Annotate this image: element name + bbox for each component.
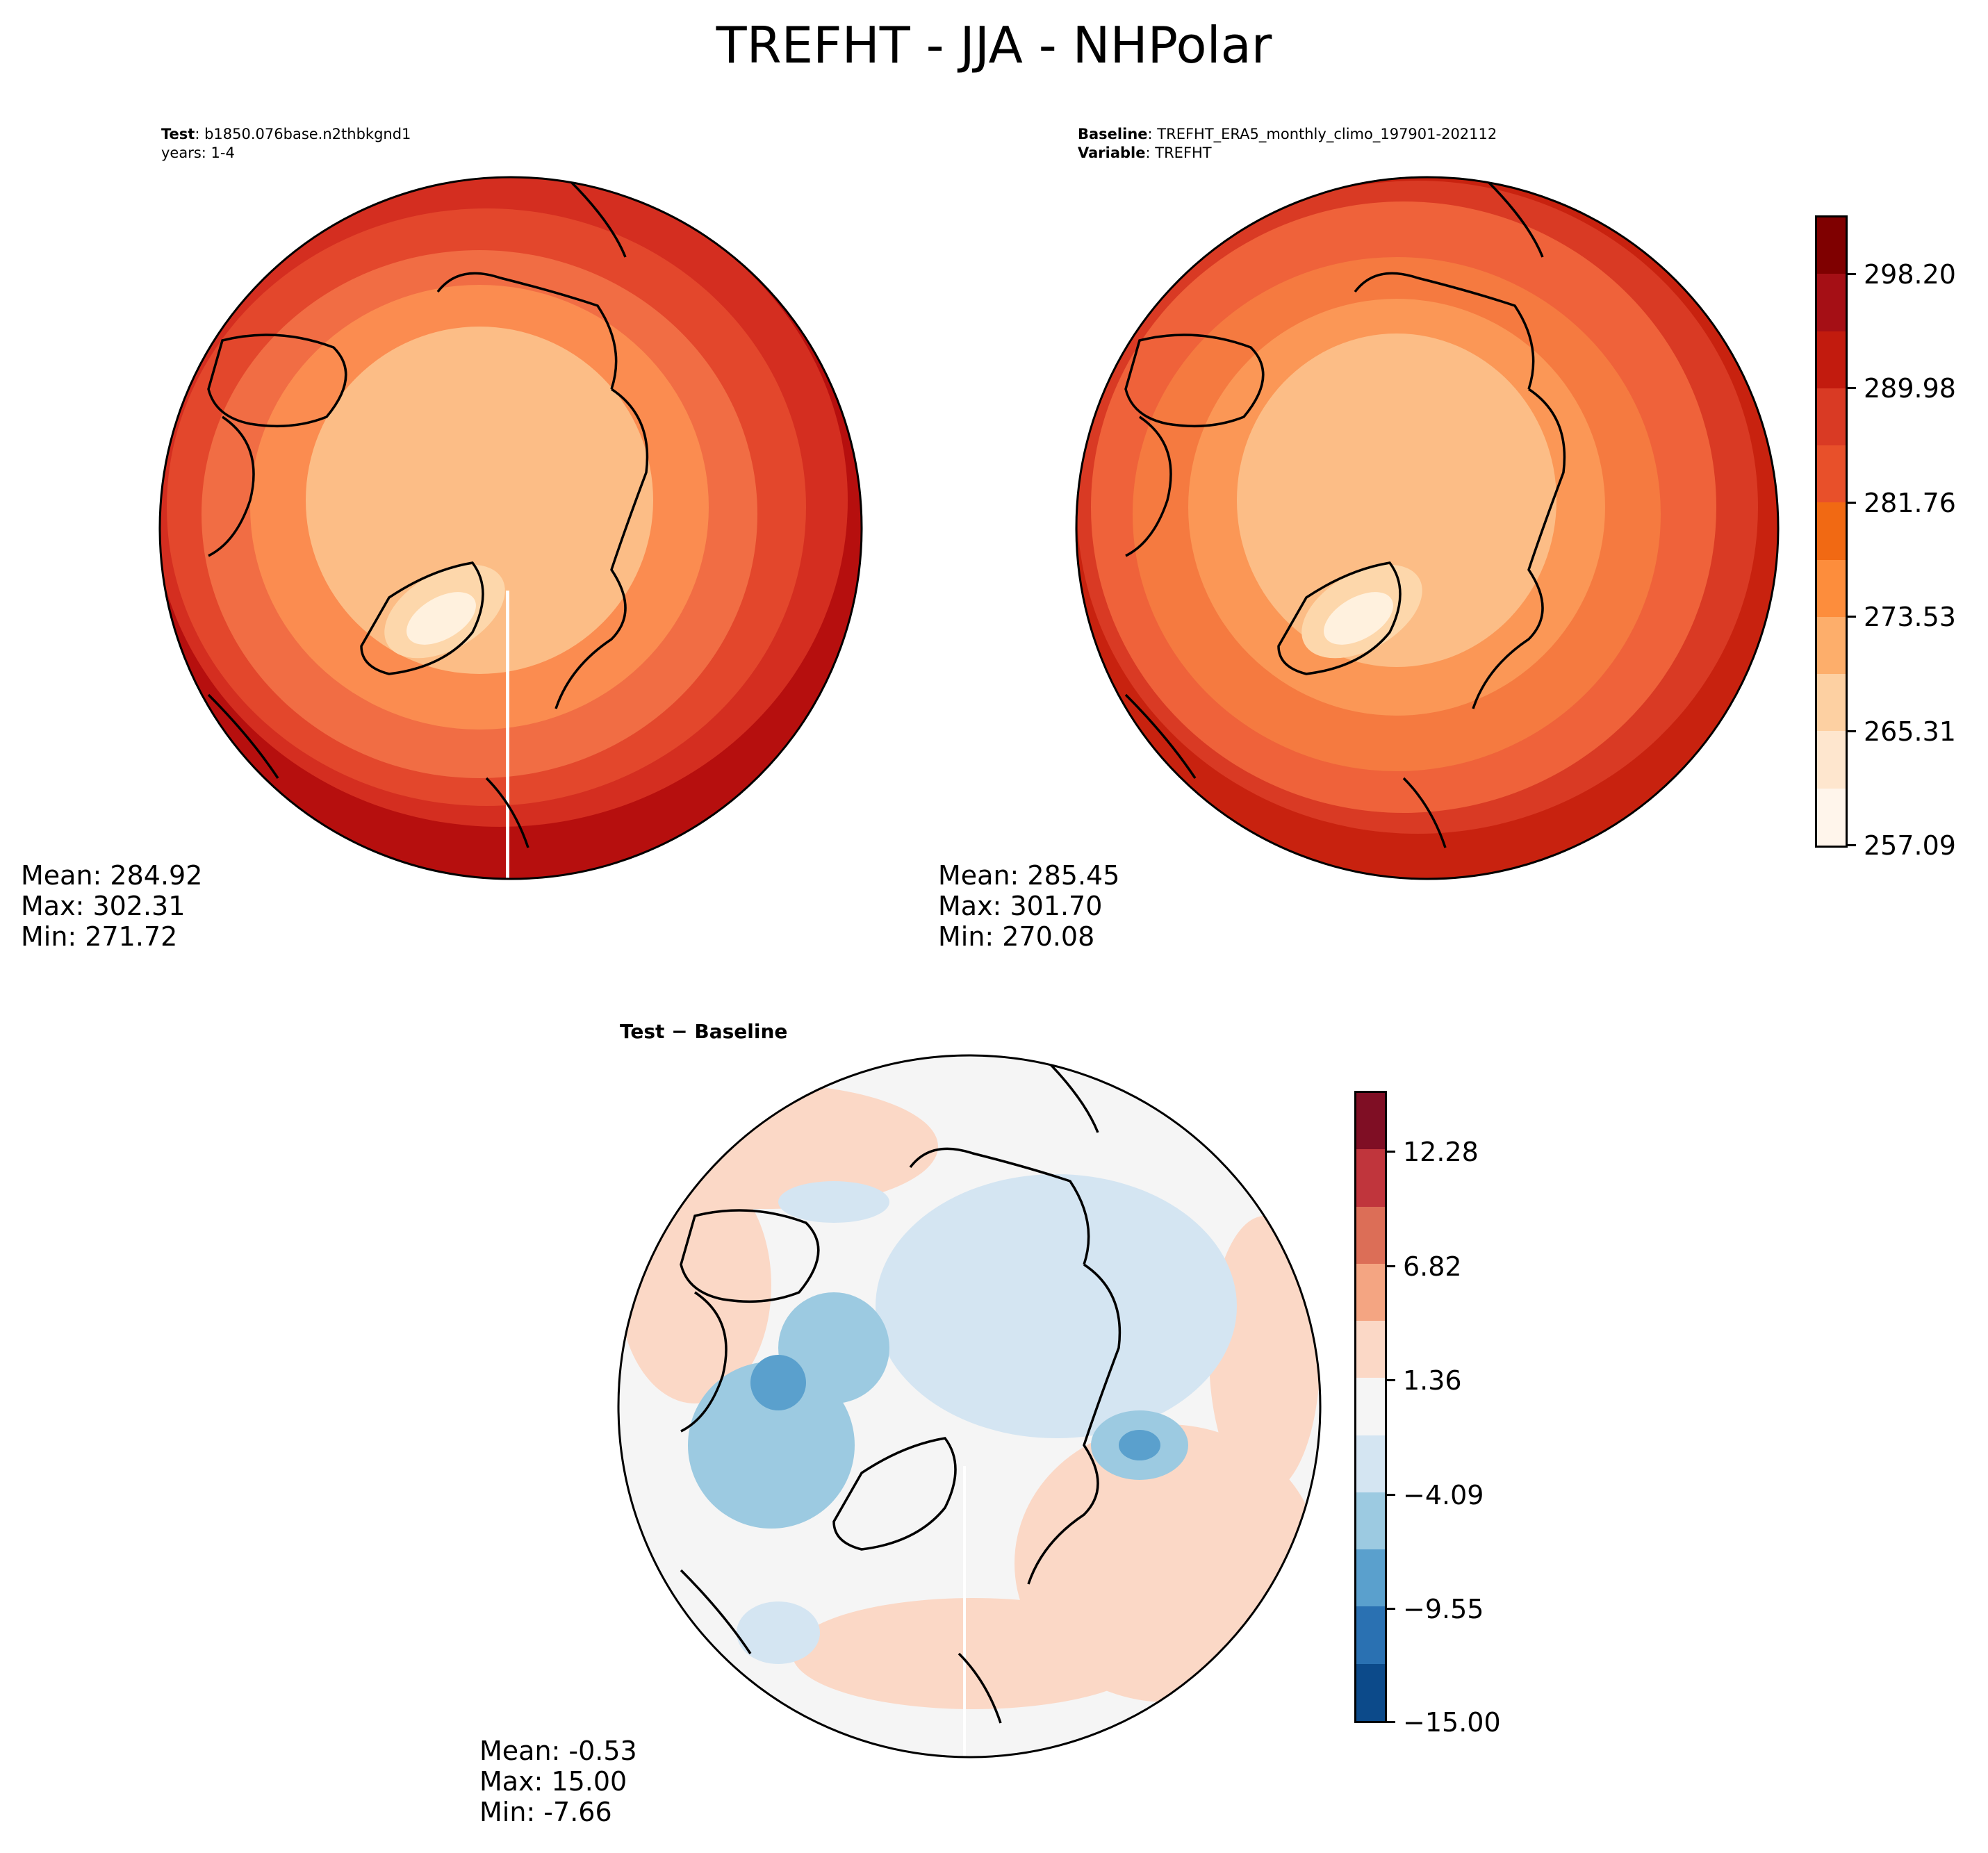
baseline-label: Baseline: [1078, 126, 1148, 142]
colorbar-segment: [1816, 788, 1846, 846]
test-subtitle: Test: b1850.076base.n2thbkgnd1 years: 1-…: [161, 126, 411, 161]
diff-stats: Mean: -0.53 Max: 15.00 Min: -7.66: [479, 1736, 637, 1827]
variable-label: Variable: [1078, 145, 1146, 161]
colorbar-segment: [1816, 616, 1846, 675]
colorbar-segment: [1816, 731, 1846, 789]
colorbar-segment: [1356, 1492, 1385, 1550]
colorbar-segment: [1356, 1549, 1385, 1607]
colorbar-diff-tickmark: [1387, 1494, 1395, 1496]
baseline-min: Min: 270.08: [938, 921, 1095, 952]
colorbar-diff-tick: −9.55: [1403, 1594, 1484, 1624]
colorbar-abs-tickmark: [1848, 273, 1856, 275]
colorbar-abs-tickmark: [1848, 844, 1856, 846]
colorbar-diff-tick: 12.28: [1403, 1137, 1479, 1167]
test-label: Test: [161, 126, 195, 142]
colorbar-diff-tickmark: [1387, 1379, 1395, 1381]
colorbar-diff-tick: −15.00: [1403, 1707, 1501, 1738]
colorbar-segment: [1816, 502, 1846, 560]
test-mean: Mean: 284.92: [21, 860, 203, 891]
baseline-mean: Mean: 285.45: [938, 860, 1120, 891]
diff-max: Max: 15.00: [479, 1766, 627, 1797]
diff-mean: Mean: -0.53: [479, 1736, 637, 1766]
baseline-case-name: TREFHT_ERA5_monthly_climo_197901-202112: [1157, 126, 1497, 142]
colorbar-abs-tick: 281.76: [1864, 488, 1956, 518]
colorbar-diff-tick: 1.36: [1403, 1365, 1462, 1396]
test-min: Min: 271.72: [21, 921, 178, 952]
baseline-max: Max: 301.70: [938, 891, 1103, 921]
colorbar-abs-tick: 273.53: [1864, 602, 1956, 632]
colorbar-abs-tick: 289.98: [1864, 373, 1956, 404]
colorbar-segment: [1356, 1606, 1385, 1664]
colorbar-segment: [1816, 674, 1846, 732]
test-map: [160, 177, 862, 879]
colorbar-segment: [1816, 217, 1846, 274]
colorbar-diff-tickmark: [1387, 1151, 1395, 1153]
test-max: Max: 302.31: [21, 891, 186, 921]
colorbar-abs-tickmark: [1848, 502, 1856, 504]
colorbar-abs: [1816, 217, 1846, 846]
colorbar-segment: [1816, 274, 1846, 331]
figure-title: TREFHT - JJA - NHPolar: [716, 16, 1272, 74]
colorbar-segment: [1356, 1321, 1385, 1378]
colorbar-segment: [1356, 1149, 1385, 1207]
diff-map: [618, 1055, 1320, 1757]
colorbar-segment: [1816, 445, 1846, 503]
colorbar-diff-tickmark: [1387, 1265, 1395, 1267]
colorbar-segment: [1356, 1092, 1385, 1150]
colorbar-abs-tickmark: [1848, 730, 1856, 732]
colorbar-diff-frame: [1354, 1091, 1387, 1723]
colorbar-diff-tickmark: [1387, 1608, 1395, 1610]
test-case-name: b1850.076base.n2thbkgnd1: [204, 126, 411, 142]
colorbar-segment: [1356, 1263, 1385, 1321]
colorbar-segment: [1356, 1663, 1385, 1721]
test-stats: Mean: 284.92 Max: 302.31 Min: 271.72: [21, 860, 202, 952]
colorbar-abs-tick: 265.31: [1864, 716, 1956, 747]
diff-min: Min: -7.66: [479, 1797, 612, 1827]
colorbar-segment: [1816, 331, 1846, 388]
colorbar-abs-tickmark: [1848, 616, 1856, 618]
colorbar-segment: [1356, 1435, 1385, 1492]
colorbar-diff-tick: 6.82: [1403, 1251, 1462, 1282]
baseline-subtitle: Baseline: TREFHT_ERA5_monthly_climo_1979…: [1078, 126, 1497, 161]
test-years: years: 1-4: [161, 145, 235, 161]
colorbar-segment: [1356, 1206, 1385, 1264]
colorbar-diff-tick: −4.09: [1403, 1480, 1484, 1510]
diff-title: Test − Baseline: [620, 1020, 788, 1043]
colorbar-abs-tickmark: [1848, 387, 1856, 389]
colorbar-segment: [1816, 388, 1846, 446]
colorbar-abs-frame: [1815, 215, 1848, 848]
variable-name: TREFHT: [1155, 145, 1212, 161]
colorbar-abs-tick: 298.20: [1864, 259, 1956, 290]
colorbar-abs-tick: 257.09: [1864, 830, 1956, 861]
baseline-map: [1076, 177, 1778, 879]
colorbar-diff: [1356, 1092, 1385, 1721]
colorbar-segment: [1356, 1378, 1385, 1435]
colorbar-diff-tickmark: [1387, 1721, 1395, 1723]
colorbar-segment: [1816, 559, 1846, 617]
baseline-stats: Mean: 285.45 Max: 301.70 Min: 270.08: [938, 860, 1119, 952]
